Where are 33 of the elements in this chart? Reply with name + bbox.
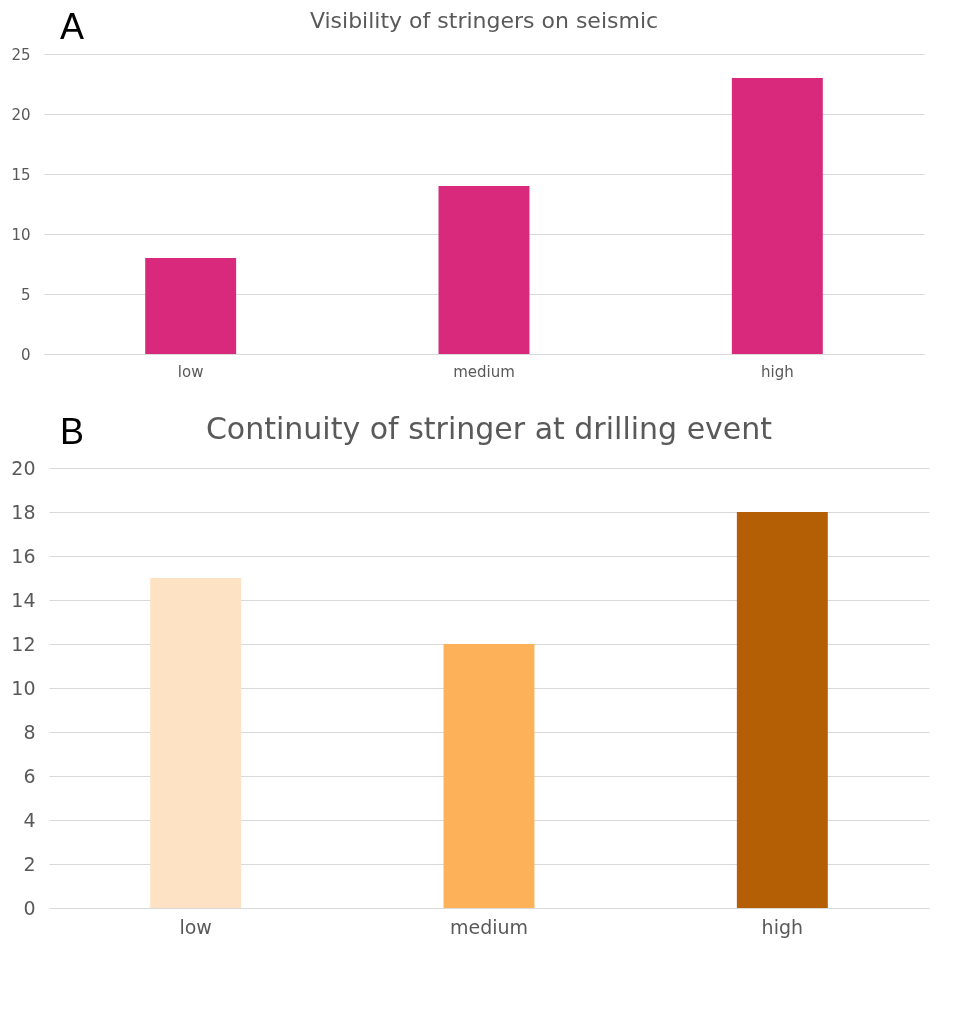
y-tick-label: 25 — [11, 45, 31, 64]
bar — [736, 512, 828, 908]
y-tick-label: 12 — [11, 632, 36, 655]
y-tick-label: 15 — [11, 165, 31, 184]
x-tick-label: low — [179, 915, 212, 938]
bar — [150, 578, 242, 908]
y-tick-label: 6 — [23, 764, 36, 787]
y-tick-label: 0 — [23, 896, 36, 919]
y-tick-label: 0 — [20, 345, 31, 364]
y-tick-label: 16 — [11, 544, 36, 567]
bar — [438, 186, 530, 354]
y-tick-label: 20 — [11, 105, 31, 124]
y-tick-label: 14 — [11, 588, 36, 611]
x-tick-label: medium — [449, 915, 529, 938]
y-tick-label: 10 — [11, 225, 31, 244]
y-tick-label: 8 — [23, 720, 36, 743]
bar — [731, 78, 823, 354]
bar — [145, 258, 237, 354]
chart-title: Continuity of stringer at drilling event — [205, 411, 773, 446]
x-tick-label: low — [177, 362, 204, 381]
x-tick-label: high — [760, 362, 794, 381]
y-tick-label: 18 — [11, 500, 36, 523]
y-tick-label: 2 — [23, 852, 36, 875]
y-tick-label: 4 — [23, 808, 36, 831]
bar — [443, 644, 535, 908]
x-tick-label: medium — [453, 362, 515, 381]
panel-letter: A — [60, 6, 84, 48]
panel-letter: B — [60, 411, 84, 453]
y-tick-label: 20 — [11, 456, 36, 479]
y-tick-label: 10 — [11, 676, 36, 699]
x-tick-label: high — [761, 915, 804, 938]
y-tick-label: 5 — [20, 285, 31, 304]
chart-title: Visibility of stringers on seismic — [309, 8, 659, 33]
